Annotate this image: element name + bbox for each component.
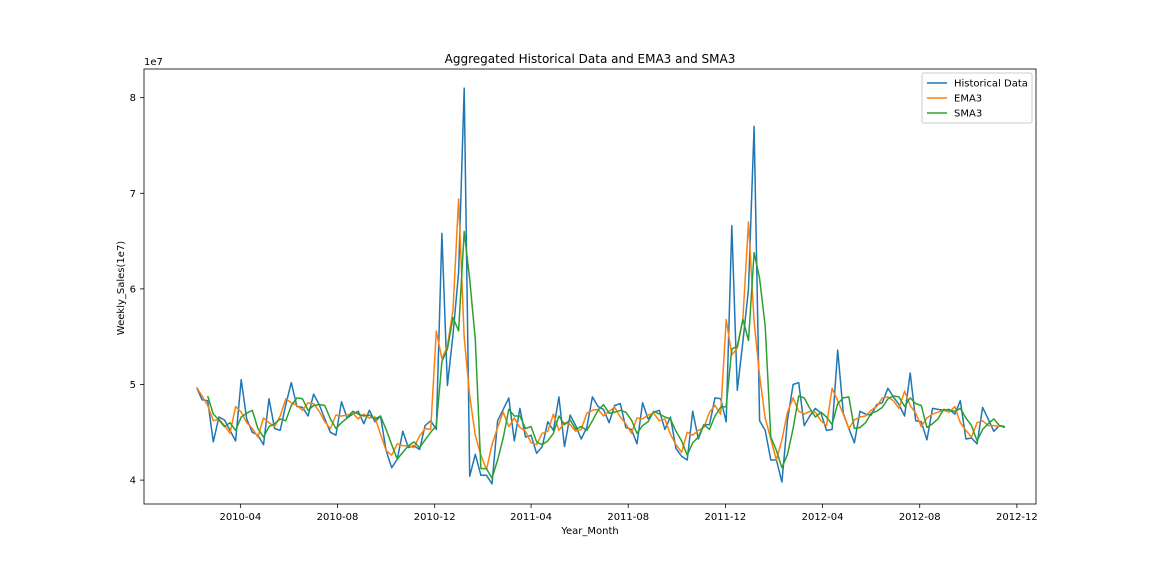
legend-box — [921, 72, 1033, 124]
y-tick-label: 7 — [130, 189, 136, 200]
legend-label: SMA3 — [954, 109, 982, 120]
plot-lines — [195, 87, 1006, 485]
x-tick-label: 2011-04 — [510, 512, 552, 523]
y-axis-title: Weekly_Sales(1e7) — [116, 241, 127, 335]
x-axis-title: Year_Month — [560, 526, 619, 537]
legend: Historical Data EMA3 SMA3 — [921, 72, 1033, 124]
legend-label: Historical Data — [954, 79, 1028, 90]
y-tick-label: 8 — [130, 93, 136, 104]
chart-title: Aggregated Historical Data and EMA3 and … — [445, 52, 736, 66]
series-line-2 — [195, 198, 1000, 471]
x-tick-label: 2010-04 — [219, 512, 261, 523]
x-tick-label: 2011-12 — [704, 512, 746, 523]
x-tick-label: 2010-08 — [317, 512, 359, 523]
plot-frame — [143, 68, 1037, 505]
y-offset-label: 1e7 — [144, 57, 163, 68]
x-tick-label: 2012-08 — [899, 512, 941, 523]
x-tick-label: 2010-12 — [414, 512, 456, 523]
x-tick-label: 2012-12 — [996, 512, 1038, 523]
y-axis: 4 5 6 7 8 — [130, 93, 144, 487]
x-axis: 2010-04 2010-08 2010-12 2011-04 2011-08 2011-… — [219, 504, 1038, 523]
series-line-1 — [195, 87, 1006, 485]
x-tick-label: 2012-04 — [802, 512, 844, 523]
series-line-3 — [206, 230, 1006, 479]
legend-label: EMA3 — [954, 94, 982, 105]
y-tick-label: 5 — [130, 380, 136, 391]
y-tick-label: 6 — [130, 284, 136, 295]
y-tick-label: 4 — [130, 476, 136, 487]
x-tick-label: 2011-08 — [607, 512, 649, 523]
